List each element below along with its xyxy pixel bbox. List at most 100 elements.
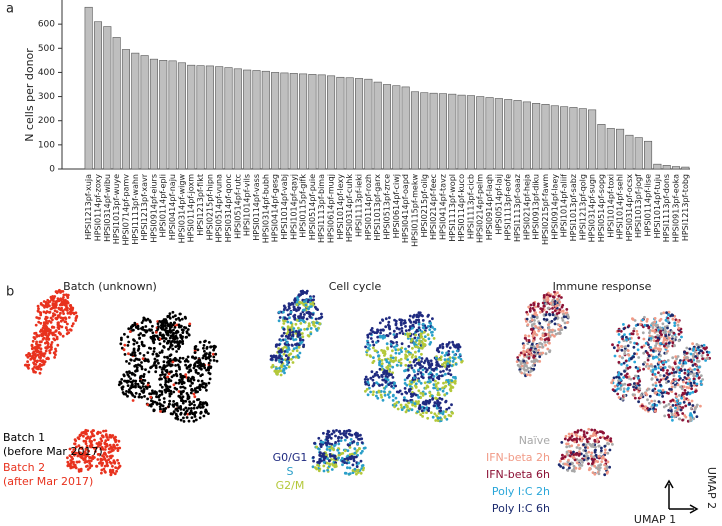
umap-point [562,313,565,316]
umap-point [417,318,421,322]
umap-point [34,331,38,335]
x-tick-label: HPSI1213pf-xuja [84,174,93,240]
umap-point [168,316,172,320]
umap-point [142,373,146,376]
umap-point [77,460,81,464]
umap-point [702,346,706,350]
umap-point [555,312,559,316]
umap-point [544,332,547,336]
umap-point [77,444,81,447]
umap-point [440,374,444,378]
umap-point [353,451,357,455]
umap-point [293,313,297,317]
umap-point [279,369,283,373]
umap-point [411,324,414,327]
bar [420,92,429,170]
umap-point [291,361,295,364]
umap-point [165,332,169,336]
umap-point [315,467,319,471]
umap-point [686,398,690,402]
umap-point [388,332,392,335]
umap-point [171,403,175,407]
umap-point [33,347,37,350]
umap-point [699,374,703,377]
umap-point [578,467,581,470]
umap-point [179,418,183,422]
umap-point [659,365,663,369]
umap-point [447,365,451,368]
umap-point [113,472,117,476]
umap-point [622,390,626,393]
umap-point [560,328,564,331]
umap-point [337,435,341,439]
x-tick-label: HPSI0414pf-oapd [401,174,410,243]
umap-point [84,442,88,445]
umap-point [435,356,438,360]
umap-point [125,360,128,363]
umap-point [322,469,326,473]
umap-point [693,367,697,371]
umap-point [315,321,319,325]
umap-point [320,315,324,319]
umap-point [523,363,527,367]
umap-point [83,461,87,464]
umap-point [598,430,602,433]
umap-point [417,368,420,372]
umap-point [418,339,421,342]
umap-point [66,328,69,332]
umap-point [277,347,280,350]
umap-point [661,361,665,364]
umap-point [173,321,176,324]
y-tick-label: 400 [38,68,55,78]
umap-title: Cell cycle [329,280,382,293]
umap-point [672,371,676,374]
umap-point [600,457,604,460]
umap-point [353,467,357,471]
umap-point [395,341,399,344]
umap-point [654,344,657,348]
umap-point [366,380,370,384]
legend-label: Poly I:C 2h [492,485,550,498]
umap-point [48,310,52,314]
umap-point [657,400,661,403]
umap-point [388,364,392,368]
umap-point [381,398,385,402]
umap-point [144,325,148,328]
umap-point [674,335,678,339]
y-tick-label: 0 [49,165,55,175]
umap-point [307,311,311,315]
umap-point [662,338,666,342]
umap-point [575,434,579,438]
umap-point [146,317,150,321]
umap-point [678,371,681,375]
umap-point [292,338,296,342]
umap-point [151,324,154,328]
umap-point [682,400,686,404]
x-tick-label: HPSI0114pf-lise [644,174,653,237]
umap-point [434,419,438,422]
umap-point [168,394,172,398]
umap-point [585,431,589,435]
umap-point [186,379,190,383]
umap-point [624,359,628,363]
umap-point [289,337,292,341]
umap-point [305,317,309,321]
umap-point [619,372,623,376]
umap-point [674,378,678,381]
bar [429,92,438,170]
umap-point [392,359,396,363]
x-tick-label: HPSI0514pf-sopg [597,174,606,242]
umap-point [681,418,684,422]
umap-point [626,387,630,391]
umap-point [151,331,155,335]
umap-point [69,466,73,470]
umap-point [619,384,623,387]
umap-point [393,318,396,322]
umap-point [346,466,349,470]
umap-point [187,370,191,374]
umap-point [183,386,187,390]
umap-point [172,328,175,332]
umap-point [411,326,414,330]
umap-point [58,324,62,328]
umap-point [421,319,425,322]
